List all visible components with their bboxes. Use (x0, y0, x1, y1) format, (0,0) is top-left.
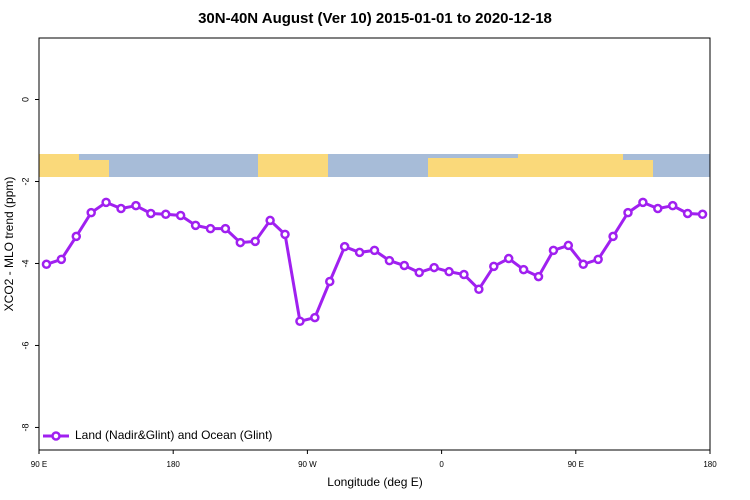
data-point (310, 312, 320, 323)
y-tick-label: -2 (20, 177, 30, 185)
data-point (339, 241, 350, 252)
data-point (399, 260, 410, 271)
data-point (160, 209, 171, 220)
data-point (205, 223, 216, 234)
y-axis-label: XCO2 - MLO trend (ppm) (2, 177, 16, 312)
data-point (548, 245, 559, 256)
data-point (578, 259, 589, 270)
data-point (608, 231, 618, 242)
data-point (474, 284, 484, 295)
data-point (444, 266, 454, 277)
data-point (623, 207, 633, 218)
x-tick-label: 90 E (31, 460, 47, 469)
data-point (518, 264, 529, 275)
data-point (563, 240, 574, 251)
x-tick-label: 0 (439, 460, 444, 469)
data-point (638, 197, 648, 208)
data-point (593, 254, 603, 265)
data-point (667, 200, 678, 211)
data-point (116, 203, 126, 214)
data-point (101, 197, 111, 208)
data-point (280, 229, 290, 240)
data-point (682, 208, 693, 219)
data-point (653, 203, 663, 214)
x-tick-label: 90 E (568, 460, 584, 469)
data-point (325, 276, 335, 287)
data-point (71, 231, 82, 242)
data-point (220, 223, 231, 234)
x-axis-label: Longitude (deg E) (327, 475, 422, 489)
data-point (235, 237, 246, 248)
data-point (429, 262, 439, 273)
y-tick-label: 0 (20, 97, 30, 102)
data-point (250, 236, 260, 247)
x-tick-label: 90 W (298, 460, 317, 469)
data-point (533, 271, 544, 282)
x-tick-label: 180 (167, 460, 181, 469)
chart-title: 30N-40N August (Ver 10) 2015-01-01 to 20… (198, 10, 552, 27)
data-point (190, 220, 201, 231)
data-point (86, 207, 96, 218)
data-point (697, 209, 708, 220)
data-point (414, 267, 424, 278)
data-point (146, 208, 156, 219)
data-point (384, 255, 395, 266)
data-point (295, 316, 305, 327)
legend-label: Land (Nadir&Glint) and Ocean (Glint) (75, 428, 272, 442)
legend-marker (51, 431, 61, 441)
data-point (503, 253, 514, 264)
data-point (354, 247, 365, 258)
data-point (56, 254, 67, 265)
data-point (41, 259, 52, 270)
land-ocean-strip (39, 154, 710, 177)
series-line (45, 200, 703, 324)
data-point (265, 215, 275, 226)
data-point (489, 261, 499, 272)
data-point (459, 269, 469, 280)
data-point (131, 200, 141, 211)
y-tick-label: -6 (20, 341, 30, 349)
y-tick-label: -4 (20, 259, 30, 267)
data-point (369, 245, 380, 256)
plot-frame (38, 37, 711, 451)
x-tick-label: 180 (703, 460, 717, 469)
y-tick-label: -8 (20, 423, 30, 431)
data-point (175, 210, 186, 221)
